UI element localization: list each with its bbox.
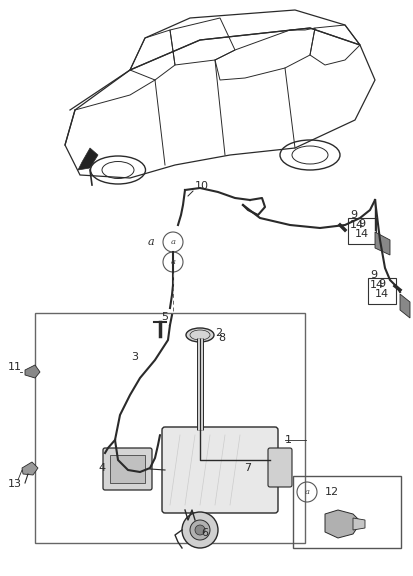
Polygon shape bbox=[78, 148, 98, 170]
Polygon shape bbox=[374, 232, 389, 255]
Text: 9: 9 bbox=[377, 279, 385, 289]
Polygon shape bbox=[324, 510, 360, 538]
Text: a: a bbox=[170, 238, 175, 246]
Circle shape bbox=[195, 525, 204, 535]
FancyBboxPatch shape bbox=[110, 455, 145, 483]
FancyBboxPatch shape bbox=[267, 448, 291, 487]
Text: 5: 5 bbox=[161, 312, 168, 322]
Text: a: a bbox=[304, 488, 309, 496]
Text: 6: 6 bbox=[201, 528, 208, 538]
Text: 14: 14 bbox=[369, 280, 383, 290]
Text: a: a bbox=[147, 237, 154, 247]
Text: 14: 14 bbox=[374, 289, 388, 299]
Text: 9: 9 bbox=[358, 219, 365, 229]
Text: 9: 9 bbox=[349, 210, 356, 220]
Text: 14: 14 bbox=[354, 229, 368, 239]
Text: 8: 8 bbox=[218, 333, 225, 343]
Text: 1: 1 bbox=[284, 435, 291, 445]
Text: 14: 14 bbox=[349, 220, 363, 230]
Text: 10: 10 bbox=[195, 181, 209, 191]
Text: 7: 7 bbox=[243, 463, 251, 473]
Circle shape bbox=[190, 520, 209, 540]
Text: 2: 2 bbox=[214, 328, 222, 338]
Text: 13: 13 bbox=[8, 479, 22, 489]
Text: 9: 9 bbox=[369, 270, 376, 280]
Polygon shape bbox=[352, 518, 364, 530]
FancyBboxPatch shape bbox=[161, 427, 277, 513]
Text: 11: 11 bbox=[8, 362, 22, 372]
Text: 3: 3 bbox=[131, 352, 138, 362]
Text: 4: 4 bbox=[99, 463, 106, 473]
FancyBboxPatch shape bbox=[103, 448, 152, 490]
Polygon shape bbox=[399, 294, 409, 318]
Text: 12: 12 bbox=[324, 487, 338, 497]
Polygon shape bbox=[25, 365, 40, 378]
Text: a: a bbox=[170, 258, 175, 266]
Polygon shape bbox=[22, 462, 38, 475]
Ellipse shape bbox=[185, 328, 214, 342]
Circle shape bbox=[182, 512, 218, 548]
